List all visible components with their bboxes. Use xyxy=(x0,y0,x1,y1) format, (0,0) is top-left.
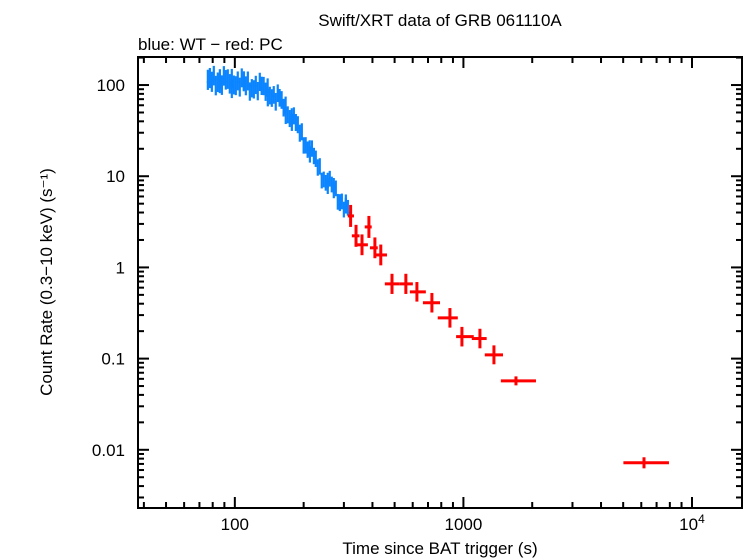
chart-title: Swift/XRT data of GRB 061110A xyxy=(318,11,562,30)
wt-point xyxy=(224,80,228,84)
x-tick-label: 104 xyxy=(679,512,705,534)
wt-point xyxy=(326,180,329,183)
wt-point xyxy=(314,160,317,164)
x-tick-label: 1000 xyxy=(444,515,482,534)
wt-point xyxy=(338,198,342,202)
wt-point xyxy=(290,116,294,120)
y-tick-label: 0.01 xyxy=(92,441,125,460)
wt-point xyxy=(332,188,336,191)
y-tick-label: 100 xyxy=(97,76,125,95)
wt-point xyxy=(254,84,257,88)
wt-point xyxy=(206,80,210,84)
x-tick-label: 100 xyxy=(221,515,249,534)
y-tick-label: 1 xyxy=(116,258,125,277)
wt-point xyxy=(296,126,300,130)
wt-point xyxy=(308,148,312,152)
wt-point xyxy=(218,78,222,82)
data-marks xyxy=(206,65,669,469)
chart-subtitle: blue: WT − red: PC xyxy=(138,35,283,54)
plot-frame xyxy=(137,56,743,509)
wt-point xyxy=(302,138,305,142)
wt-point xyxy=(344,206,348,210)
wt-point xyxy=(284,108,287,112)
y-tick-label: 10 xyxy=(106,167,125,186)
wt-point xyxy=(236,80,239,84)
wt-point xyxy=(278,98,281,102)
wt-point xyxy=(260,86,263,90)
wt-point xyxy=(248,84,252,88)
y-axis-label: Count Rate (0.3−10 keV) (s⁻¹) xyxy=(37,168,56,396)
axis-ticks: 100 1000 104 0.01 0.1 1 10 100 xyxy=(92,56,742,534)
wt-point xyxy=(266,90,270,94)
wt-point xyxy=(212,78,215,82)
wt-point xyxy=(272,94,275,98)
wt-point xyxy=(230,81,234,85)
wt-point xyxy=(242,82,246,86)
wt-point xyxy=(320,173,323,177)
x-axis-label: Time since BAT trigger (s) xyxy=(342,539,537,558)
y-tick-label: 0.1 xyxy=(101,350,125,369)
